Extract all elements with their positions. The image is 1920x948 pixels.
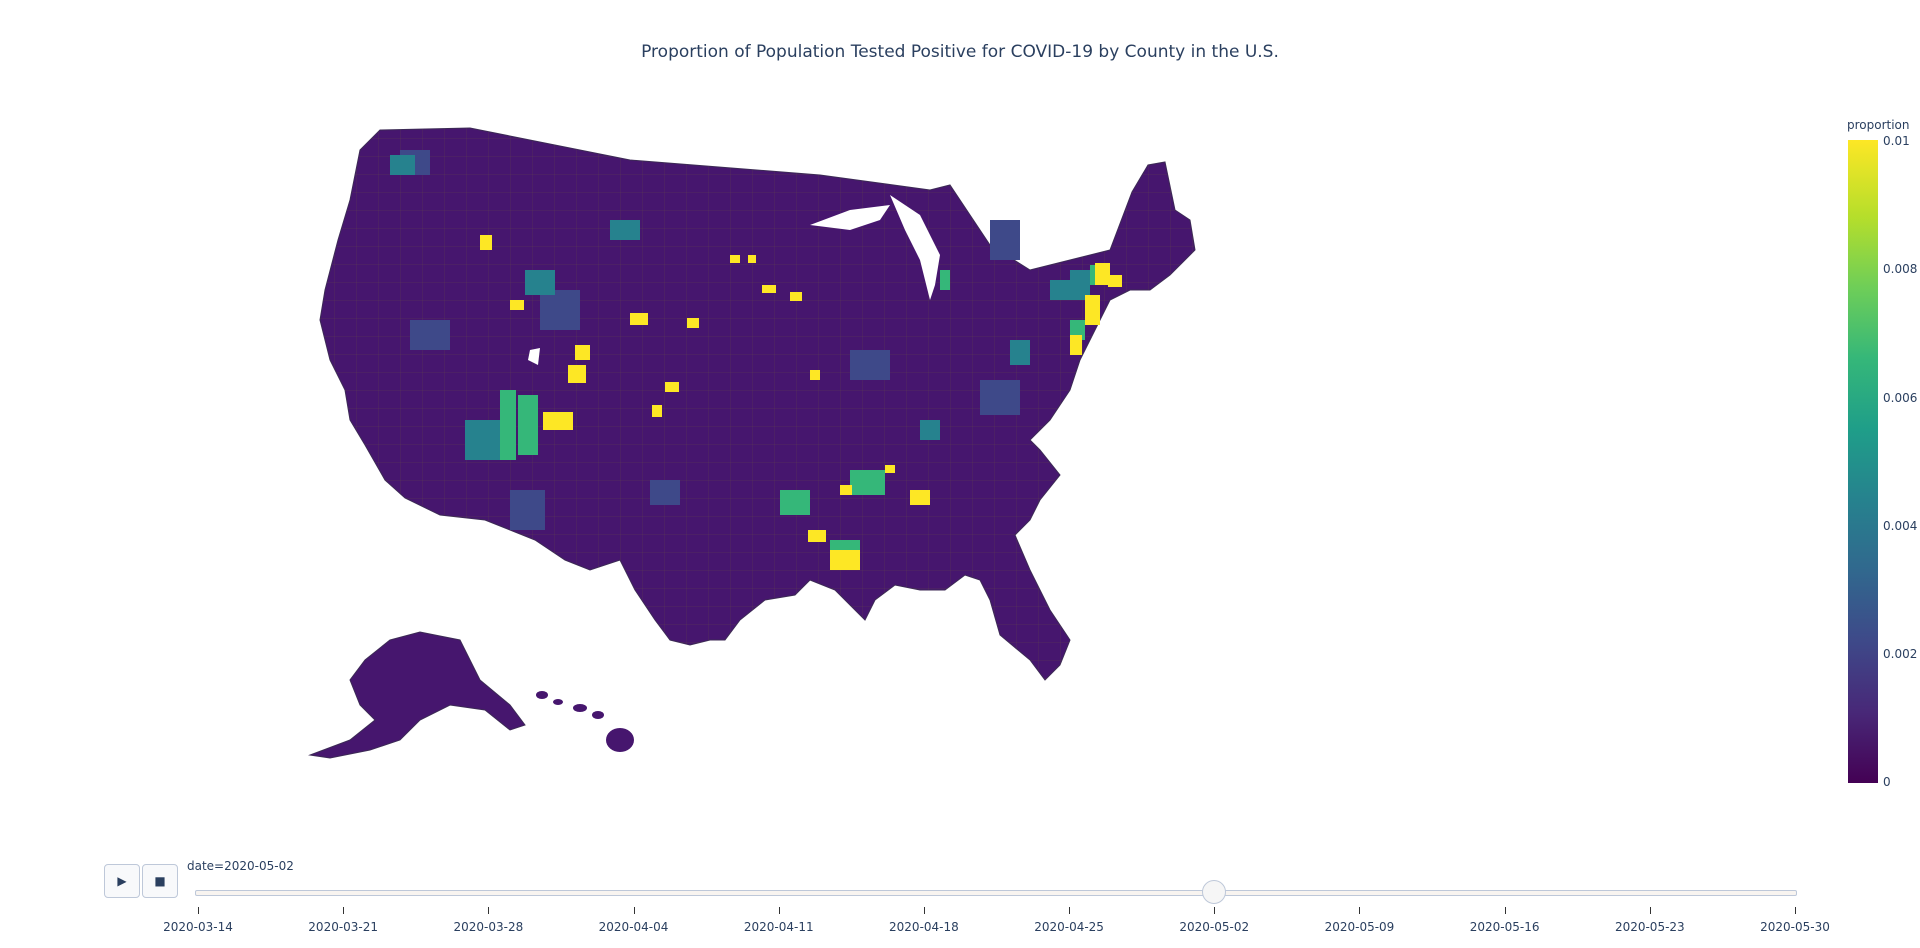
chart-title: Proportion of Population Tested Positive… xyxy=(641,42,1279,62)
county-borders xyxy=(320,128,1195,680)
date-slider-tick-label[interactable]: 2020-03-14 xyxy=(163,920,233,934)
date-slider-tick-label[interactable]: 2020-04-25 xyxy=(1034,920,1104,934)
lake-michigan xyxy=(890,195,940,300)
date-slider-tick-label[interactable]: 2020-05-02 xyxy=(1179,920,1250,934)
colorbar-tick: 0.002 xyxy=(1883,647,1918,661)
colorbar-title: proportion xyxy=(1847,118,1910,132)
date-slider-tick xyxy=(1795,907,1796,914)
date-slider-tick-label[interactable]: 2020-03-28 xyxy=(453,920,524,934)
date-slider-tick xyxy=(1069,907,1071,914)
date-slider-tick-label[interactable]: 2020-04-11 xyxy=(743,920,814,934)
hawaii-shape[interactable] xyxy=(536,691,634,752)
stop-icon: ■ xyxy=(154,874,166,888)
date-slider-tick-label[interactable]: 2020-04-18 xyxy=(889,920,959,934)
date-slider-handle[interactable] xyxy=(1202,880,1227,904)
current-date-label: date=2020-05-02 xyxy=(187,859,294,873)
date-slider-tick-label[interactable]: 2020-05-30 xyxy=(1760,920,1830,934)
date-slider-tick xyxy=(488,907,490,914)
date-slider-tick xyxy=(198,907,199,914)
great-salt-lake xyxy=(528,348,540,365)
date-slider-tick xyxy=(778,907,780,914)
date-slider-tick xyxy=(1649,907,1651,914)
date-slider-tick xyxy=(343,907,345,914)
date-slider-tick-label[interactable]: 2020-05-09 xyxy=(1324,920,1395,934)
date-slider-rail[interactable] xyxy=(195,890,1797,896)
date-slider-tick-label[interactable]: 2020-05-16 xyxy=(1469,920,1540,934)
hotspot-counties xyxy=(480,235,1122,570)
play-button[interactable]: ▶ xyxy=(104,864,140,898)
date-slider-tick xyxy=(1359,907,1361,914)
play-icon: ▶ xyxy=(117,874,127,888)
date-slider-tick-label[interactable]: 2020-04-04 xyxy=(598,920,669,934)
colorbar xyxy=(1848,140,1878,783)
colorbar-tick: 0.004 xyxy=(1883,519,1918,533)
colorbar-tick: 0.006 xyxy=(1883,391,1918,405)
date-slider-tick xyxy=(1504,907,1506,914)
date-slider-tick-label[interactable]: 2020-03-21 xyxy=(308,920,379,934)
stop-button[interactable]: ■ xyxy=(142,864,178,898)
moderate-counties xyxy=(400,150,1020,530)
colorbar-tick: 0.01 xyxy=(1883,134,1910,148)
date-slider-tick xyxy=(1214,907,1216,914)
elevated-counties xyxy=(390,155,1090,460)
date-slider-tick xyxy=(633,907,635,914)
date-slider-tick-label[interactable]: 2020-05-23 xyxy=(1614,920,1685,934)
us-county-choropleth-map[interactable] xyxy=(290,120,1450,800)
colorbar-tick: 0 xyxy=(1883,775,1891,789)
date-slider-tick xyxy=(923,907,925,914)
lake-superior xyxy=(810,205,890,230)
alaska-shape[interactable] xyxy=(308,631,526,759)
colorbar-tick: 0.008 xyxy=(1883,262,1918,276)
